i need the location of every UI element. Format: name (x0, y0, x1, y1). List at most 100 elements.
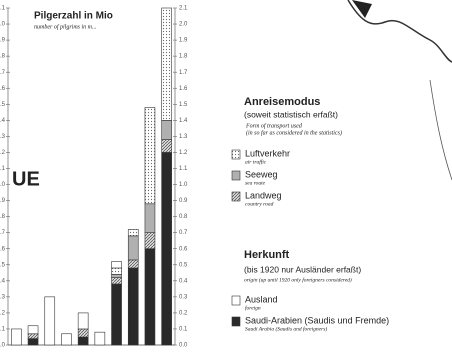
bar-segment (77, 336, 89, 346)
y-tick-label: 0.8 (0, 214, 6, 220)
y-tick-label: 1.4 (179, 118, 188, 124)
bar-segment (27, 325, 39, 335)
bar-segment (111, 277, 122, 285)
y-tick-label: 1.5 (179, 102, 188, 108)
chart-title: Pilgerzahl in Mio (34, 11, 113, 22)
legend-swatch (231, 316, 241, 327)
bar-segment (127, 259, 139, 269)
legend-label: Saudi-Arabien (Saudis und Fremde) (245, 315, 389, 325)
bar-segment (161, 139, 172, 153)
bar-segment (111, 283, 122, 346)
bar-segment (111, 274, 122, 278)
bar-segment (144, 107, 156, 205)
bar-segment (77, 312, 89, 330)
legend-label: Landweg (245, 190, 282, 200)
y-tick-label: 1.2 (179, 150, 188, 156)
legend-caption: Form of transport used (245, 122, 303, 129)
map-fragment (352, 0, 372, 18)
bar-segment (127, 235, 139, 261)
y-tick-label: 2.0 (0, 22, 6, 28)
chart-subtitle: number of pilgrims in m... (34, 23, 97, 30)
bar-segment (161, 120, 172, 140)
y-tick-label: 2.0 (179, 22, 188, 28)
legend-note: foreign (245, 304, 261, 311)
y-tick-label: 1.0 (0, 182, 6, 188)
map-fragment (347, 0, 452, 63)
bar-segment (94, 331, 106, 346)
bar-segment (27, 333, 39, 339)
bar-segment (144, 203, 156, 233)
y-tick-label: 1.1 (0, 166, 6, 172)
y-tick-label: 1.8 (179, 54, 188, 60)
map-fragment (429, 79, 452, 181)
bar-segment (144, 232, 156, 250)
y-tick-label: 1.1 (179, 166, 188, 172)
legend-note: country road (245, 201, 274, 207)
y-tick-label: 2.1 (0, 6, 6, 12)
y-tick-label: 0.7 (179, 230, 188, 236)
y-tick-label: 1.0 (179, 182, 188, 188)
legend-swatch (231, 295, 241, 306)
bar-segment (111, 261, 122, 269)
text-fragment: UE (12, 168, 40, 190)
y-tick-label: 0.6 (179, 246, 188, 252)
y-tick-label: 0.2 (0, 310, 6, 316)
bar-segment (44, 296, 56, 346)
bar-segment (127, 229, 139, 237)
legend-swatch (231, 170, 241, 181)
y-tick-label: 0.3 (0, 294, 6, 300)
bar-segment (27, 338, 39, 346)
legend-label: Ausland (245, 294, 278, 304)
bar-segment (77, 328, 89, 338)
bar-segment (161, 7, 172, 121)
legend-title: Anreisemodus (244, 96, 320, 108)
y-tick-label: 0.1 (179, 327, 188, 333)
legend-note: sea route (245, 180, 266, 186)
y-tick-label: 2.1 (179, 6, 188, 12)
legend-swatch (231, 191, 241, 202)
bar-segment (144, 248, 156, 346)
y-tick-label: 1.4 (0, 118, 6, 124)
y-tick-label: 0.7 (0, 230, 6, 236)
legend-subtitle: (bis 1920 nur Ausländer erfaßt) (244, 264, 361, 274)
y-tick-label: 0.9 (0, 198, 6, 204)
y-tick-label: 1.2 (0, 150, 6, 156)
bar-segment (127, 267, 139, 346)
y-tick-label: 1.3 (0, 134, 6, 140)
legend-subtitle: (soweit statistisch erfaßt) (244, 109, 338, 119)
y-tick-label: 1.7 (0, 70, 6, 76)
y-tick-label: 0.3 (179, 294, 188, 300)
y-tick-label: 1.5 (0, 102, 6, 108)
y-tick-label: 0.1 (0, 327, 6, 333)
legend-note: Saudi Arabia (Saudis and foreigners) (245, 325, 327, 332)
y-tick-label: 0.2 (179, 310, 188, 316)
y-tick-label: 0.6 (0, 246, 6, 252)
y-tick-label: 0.0 (0, 343, 6, 349)
bar-segment (161, 152, 172, 346)
y-tick-label: 1.7 (179, 70, 188, 76)
y-tick-label: 0.0 (179, 343, 188, 349)
y-tick-label: 1.9 (0, 38, 6, 44)
y-tick-label: 0.5 (0, 262, 6, 268)
y-tick-label: 1.8 (0, 54, 6, 60)
y-tick-label: 0.9 (179, 198, 188, 204)
y-tick-label: 0.8 (179, 214, 188, 220)
legend-caption: origin (up until 1920 only foreigners co… (244, 276, 352, 283)
y-tick-label: 1.6 (179, 86, 188, 92)
bar-segment (61, 333, 72, 346)
bar-segment (11, 328, 22, 346)
y-tick-label: 0.4 (0, 278, 6, 284)
legend-caption: (in so far as considered in the statisti… (246, 129, 342, 136)
y-tick-label: 0.5 (179, 262, 188, 268)
bar-segment (111, 267, 122, 275)
legend-note: air traffic (245, 158, 267, 165)
legend-label: Seeweg (245, 169, 278, 179)
legend-swatch (231, 149, 241, 160)
y-tick-label: 1.9 (179, 38, 188, 44)
y-tick-label: 1.3 (179, 134, 188, 140)
legend-label: Luftverkehr (245, 148, 290, 158)
y-tick-label: 0.4 (179, 278, 188, 284)
y-tick-label: 1.6 (0, 86, 6, 92)
